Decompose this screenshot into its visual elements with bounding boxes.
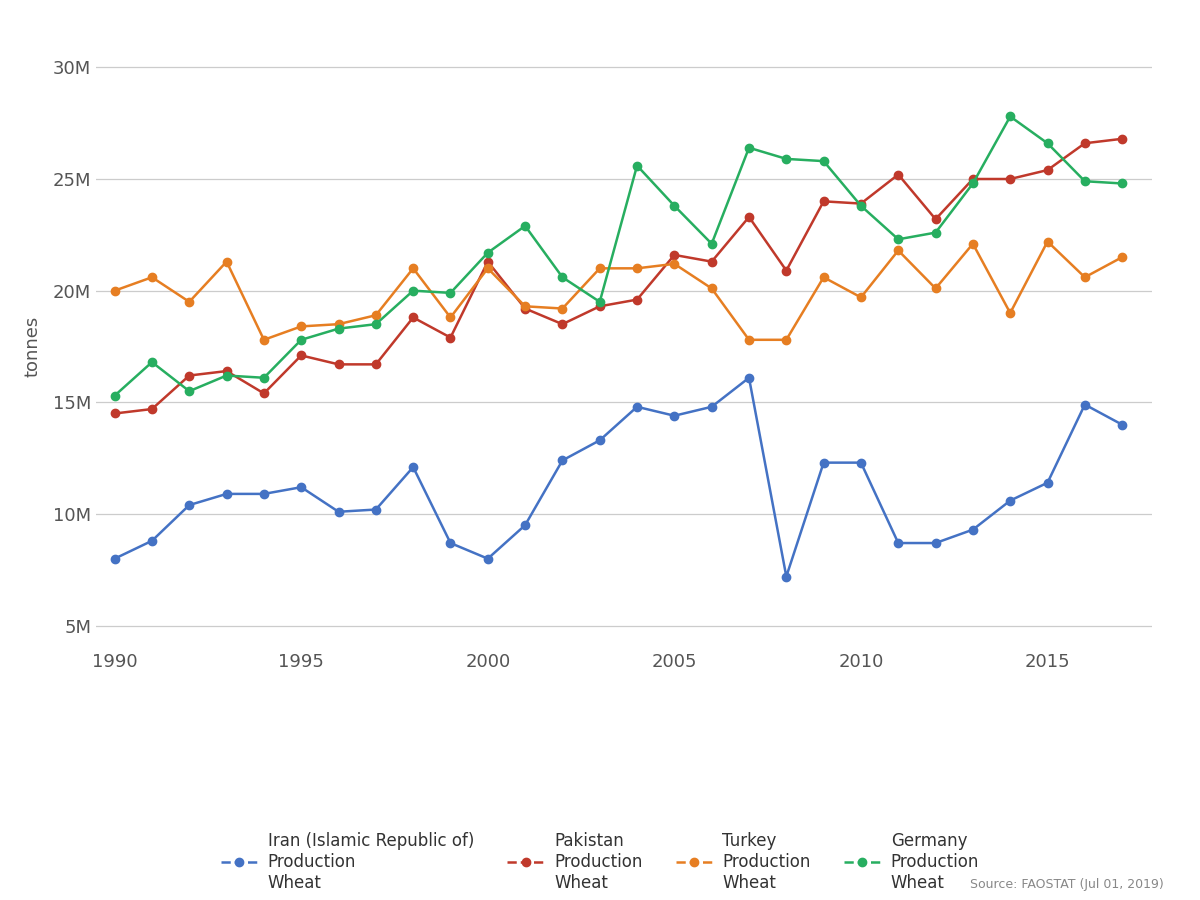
Legend: Iran (Islamic Republic of)
Production
Wheat, Pakistan
Production
Wheat, Turkey
P: Iran (Islamic Republic of) Production Wh… (221, 832, 979, 892)
Y-axis label: tonnes: tonnes (24, 316, 42, 377)
Text: Source: FAOSTAT (Jul 01, 2019): Source: FAOSTAT (Jul 01, 2019) (971, 878, 1164, 891)
